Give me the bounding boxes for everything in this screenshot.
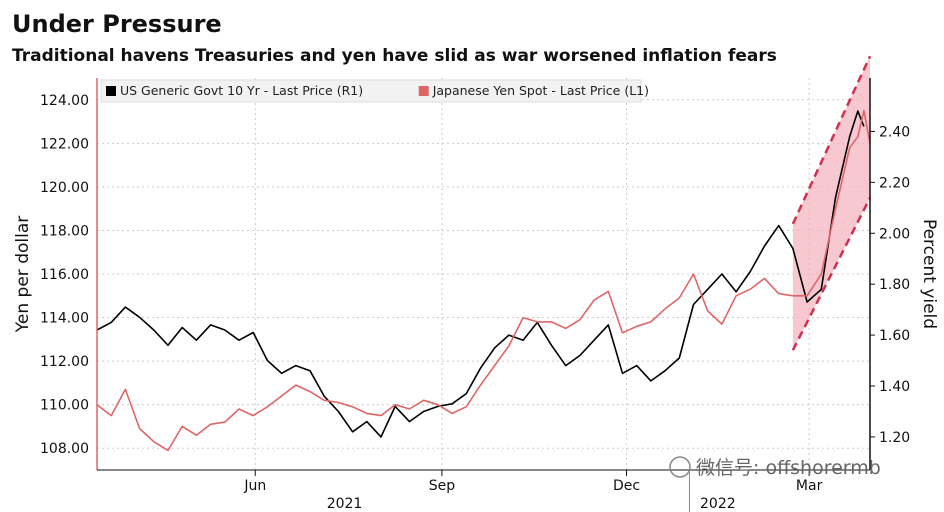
legend-label: US Generic Govt 10 Yr - Last Price (R1)	[120, 83, 363, 98]
y-right-tick-label: 1.80	[879, 277, 910, 293]
legend-label: Japanese Yen Spot - Last Price (L1)	[432, 83, 649, 98]
y-left-tick-label: 112.00	[40, 354, 89, 370]
wechat-icon	[669, 456, 691, 478]
shaded-channel	[792, 56, 870, 351]
y-right-tick-label: 1.60	[879, 328, 910, 344]
y-left-axis-title: Yen per dollar	[13, 216, 33, 333]
y-right-tick-label: 1.40	[879, 379, 910, 395]
watermark-text: 微信号: offshorermb	[696, 457, 881, 479]
y-right-tick-label: 2.40	[879, 124, 910, 140]
chart-subtitle: Traditional havens Treasuries and yen ha…	[12, 46, 777, 66]
y-right-tick-label: 2.00	[879, 226, 910, 242]
x-year-label: 2022	[700, 496, 736, 512]
y-left-tick-label: 116.00	[40, 267, 89, 283]
y-left-tick-label: 124.00	[40, 93, 89, 109]
channel-upper-dashed-line	[791, 55, 872, 225]
legend-box	[100, 79, 642, 103]
y-left-tick-label: 108.00	[40, 441, 89, 457]
y-left-tick-label: 110.00	[40, 398, 89, 414]
y-right-tick-label: 2.20	[879, 175, 910, 191]
series-line-us-10yr	[96, 110, 865, 438]
series-line-jpy	[96, 109, 871, 452]
y-left-tick-label: 118.00	[40, 223, 89, 239]
y-left-tick-label: 122.00	[40, 136, 89, 152]
chart-title: Under Pressure	[12, 10, 222, 38]
y-right-axis-title: Percent yield	[919, 219, 939, 329]
x-tick-label: Mar	[796, 478, 823, 494]
legend-swatch	[106, 86, 116, 96]
y-right-tick-label: 1.20	[879, 430, 910, 446]
x-tick-label: Sep	[429, 478, 456, 494]
legend-swatch	[418, 86, 429, 96]
x-tick-label: Jun	[243, 478, 266, 494]
x-tick-label: Dec	[613, 478, 640, 494]
x-year-label: 2021	[327, 496, 363, 512]
channel-lower-dashed-line	[791, 197, 872, 351]
y-left-tick-label: 114.00	[40, 311, 89, 327]
y-left-tick-label: 120.00	[40, 180, 89, 196]
